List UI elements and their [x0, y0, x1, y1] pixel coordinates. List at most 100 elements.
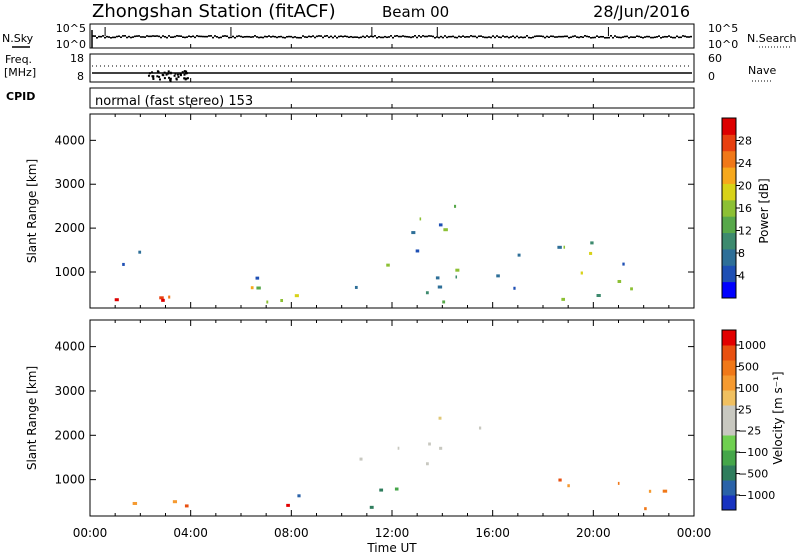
- echo-mark: [617, 481, 620, 485]
- echo-mark: [454, 204, 457, 208]
- station-title: Zhongshan Station (fitACF): [92, 1, 336, 22]
- nsky-tick-low: 10^0: [56, 38, 86, 51]
- freq-strip: Freq. [MHz] 18 8 60 0 Nave: [4, 52, 776, 83]
- echo-mark: [558, 478, 562, 482]
- nsky-point: [570, 36, 572, 39]
- nsky-point: [454, 36, 456, 39]
- y-tick-label: 1000: [54, 473, 85, 487]
- nsky-point: [128, 35, 130, 38]
- nsky-point: [646, 35, 648, 38]
- nsky-point: [152, 35, 154, 37]
- nsky-point: [406, 35, 408, 38]
- nsky-point: [660, 36, 662, 39]
- nsky-point: [420, 36, 422, 38]
- nsky-point: [312, 35, 314, 37]
- nave-point: [177, 75, 180, 78]
- nsky-point: [150, 35, 152, 38]
- nave-label: Nave: [748, 64, 776, 77]
- echo-mark: [132, 501, 138, 505]
- echo-mark: [662, 489, 668, 493]
- echo-mark: [122, 262, 125, 266]
- nsky-point: [562, 35, 564, 38]
- nsky-point: [372, 35, 374, 38]
- nsky-point: [368, 36, 370, 38]
- echo-mark: [478, 426, 482, 430]
- nsky-point: [640, 36, 642, 39]
- nsky-point: [106, 35, 108, 38]
- echo-mark: [589, 251, 593, 255]
- nsky-point: [662, 36, 664, 38]
- nsky-point: [232, 35, 234, 38]
- echo-mark: [159, 296, 164, 300]
- echo-mark: [255, 276, 260, 280]
- nsky-point: [264, 35, 266, 38]
- nsky-point: [566, 35, 568, 38]
- nsky-point: [164, 35, 166, 38]
- nsky-point: [508, 36, 510, 39]
- beam-label: Beam 00: [382, 3, 449, 21]
- echo-mark: [425, 291, 429, 295]
- echo-mark: [280, 299, 284, 303]
- echo-mark: [561, 297, 566, 301]
- echo-mark: [397, 446, 400, 450]
- nsky-point: [584, 35, 586, 37]
- nsky-point: [400, 35, 402, 38]
- nave-point: [181, 71, 184, 74]
- nsky-point: [110, 36, 112, 39]
- nsky-point: [234, 36, 236, 39]
- colorbar-tick-label: −500: [738, 468, 768, 481]
- nsky-point: [280, 35, 282, 38]
- y-tick-label: 3000: [54, 384, 85, 398]
- nsky-point: [180, 35, 182, 37]
- colorbar-segment: [722, 495, 736, 511]
- nsky-point: [496, 35, 498, 37]
- nsky-point: [100, 35, 102, 38]
- y-tick-label: 3000: [54, 177, 85, 191]
- nsky-point: [488, 36, 490, 38]
- nsky-point: [342, 35, 344, 38]
- colorbar-segment: [722, 465, 736, 481]
- nave-point: [169, 77, 172, 80]
- echo-mark: [138, 250, 142, 254]
- colorbar-segment: [722, 450, 736, 466]
- nsky-point: [388, 36, 390, 38]
- nave-point: [163, 71, 166, 74]
- nsky-point: [94, 35, 96, 37]
- nsky-point: [638, 35, 640, 38]
- nsky-point: [540, 35, 542, 37]
- nave-tick-low: 0: [708, 70, 715, 83]
- nsky-point: [274, 35, 276, 38]
- nsky-point: [294, 36, 296, 38]
- nsky-label: N.Sky: [2, 32, 34, 45]
- nsky-point: [416, 36, 418, 39]
- echo-mark: [580, 271, 583, 275]
- nsky-point: [550, 35, 552, 38]
- colorbar-tick-label: 4: [738, 270, 745, 283]
- nsky-point: [346, 35, 348, 38]
- nsky-point: [628, 36, 630, 39]
- nsky-point: [602, 35, 604, 38]
- nsky-point: [246, 35, 248, 38]
- nsky-point: [92, 35, 94, 37]
- colorbar-tick-label: 25: [738, 403, 752, 416]
- nsky-point: [228, 36, 230, 39]
- nsky-point: [688, 36, 690, 38]
- nsky-point: [182, 36, 184, 38]
- nsky-point: [522, 36, 524, 39]
- nsky-point: [494, 36, 496, 39]
- nsky-point: [546, 35, 548, 38]
- nsky-point: [486, 36, 488, 39]
- nsky-point: [560, 35, 562, 38]
- nsky-point: [558, 35, 560, 38]
- nsky-point: [382, 36, 384, 39]
- nsky-point: [190, 35, 192, 38]
- echo-mark: [435, 276, 440, 280]
- nsky-point: [120, 36, 122, 39]
- nave-point: [158, 78, 161, 81]
- nsky-point: [690, 35, 692, 38]
- nsky-point: [658, 35, 660, 37]
- freq-tick-high: 18: [70, 52, 84, 65]
- nsky-point: [362, 35, 364, 38]
- nsky-point: [374, 35, 376, 37]
- nsky-point: [442, 36, 444, 39]
